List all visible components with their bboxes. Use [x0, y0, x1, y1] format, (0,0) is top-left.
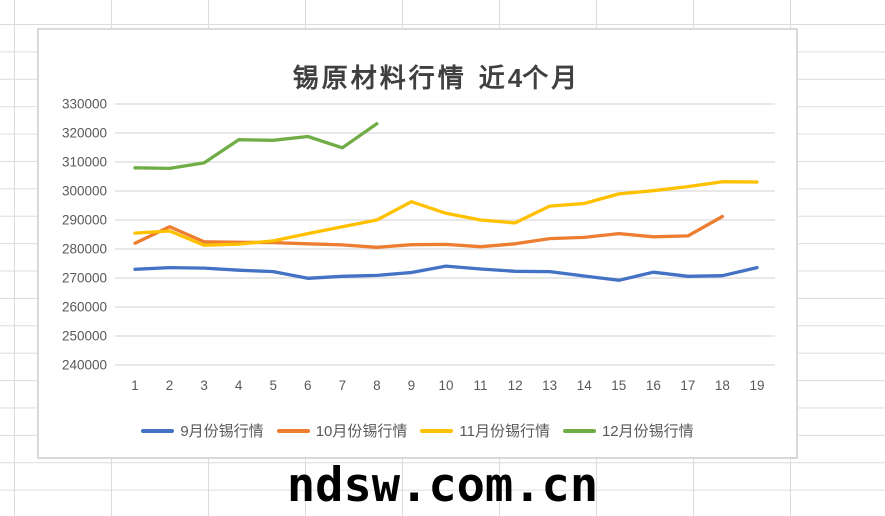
y-axis-tick-label: 320000	[62, 126, 107, 141]
x-axis-tick-label: 17	[680, 378, 695, 393]
x-axis-tick-label: 10	[438, 378, 453, 393]
x-axis-tick-label: 13	[542, 378, 557, 393]
legend-item-3[interactable]: 11月份锡行情	[420, 420, 550, 441]
y-axis-tick-label: 240000	[62, 358, 107, 373]
x-axis-tick-label: 12	[508, 378, 523, 393]
series-line-4[interactable]	[133, 122, 379, 171]
x-axis-tick-label: 4	[235, 378, 243, 393]
x-axis-tick-label: 7	[339, 378, 347, 393]
x-axis-tick-label: 8	[373, 378, 381, 393]
legend-line-swatch	[420, 428, 454, 433]
x-axis-tick-label: 11	[474, 378, 488, 393]
x-axis-tick-label: 6	[304, 378, 312, 393]
x-axis-tick-label: 5	[269, 378, 277, 393]
legend-item-1[interactable]: 9月份锡行情	[141, 420, 264, 441]
legend-line-swatch	[276, 428, 310, 433]
x-axis-tick-label: 15	[611, 378, 626, 393]
y-axis-tick-label: 250000	[62, 329, 107, 344]
y-axis-tick-label: 260000	[62, 300, 107, 315]
chart-title-text: 锡原材料行情 近	[292, 64, 508, 94]
chart-title[interactable]: 锡原材料行情 近4个月	[39, 58, 796, 95]
x-axis-tick-label: 2	[166, 378, 174, 393]
chart-card[interactable]: 锡原材料行情 近4个月 240000 250000 260000 270000 2800…	[37, 28, 798, 459]
x-axis-tick-label: 16	[646, 378, 661, 393]
legend-item-2[interactable]: 10月份锡行情	[276, 420, 408, 441]
chart-title-number: 4	[507, 63, 523, 93]
y-axis-tick-label: 290000	[62, 213, 107, 228]
y-axis-tick-label: 330000	[62, 97, 107, 112]
watermark-text: ndsw.com.cn	[286, 458, 599, 513]
y-axis-tick-label: 280000	[62, 242, 107, 257]
plot-svg: 240000 250000 260000 270000 280000 290000 3000…	[62, 97, 775, 393]
x-axis-tick-label: 18	[715, 378, 730, 393]
legend-label: 10月份锡行情	[315, 423, 408, 440]
y-axis-tick-label: 310000	[62, 155, 107, 170]
chart-legend: 9月份锡行情 10月份锡行情 11月份锡行情 12月份锡行情	[39, 420, 796, 441]
x-axis-tick-label: 1	[131, 378, 139, 393]
legend-line-swatch	[562, 428, 596, 433]
series-line-2[interactable]	[133, 214, 725, 249]
x-axis-tick-label: 3	[200, 378, 208, 393]
legend-line-swatch	[141, 428, 175, 433]
legend-label: 11月份锡行情	[459, 423, 550, 440]
x-axis-tick-label: 9	[408, 378, 416, 393]
legend-item-4[interactable]: 12月份锡行情	[562, 420, 694, 441]
x-axis-tick-label: 19	[749, 378, 764, 393]
y-axis-tick-label: 270000	[62, 271, 107, 286]
series-line-1[interactable]	[133, 264, 759, 282]
legend-label: 9月份锡行情	[180, 423, 264, 440]
chart-title-text-suffix: 个月	[522, 64, 581, 94]
x-axis-tick-label: 14	[577, 378, 593, 393]
y-axis-tick-label: 300000	[62, 184, 107, 199]
legend-label: 12月份锡行情	[601, 423, 694, 440]
series-line-3[interactable]	[133, 180, 759, 247]
